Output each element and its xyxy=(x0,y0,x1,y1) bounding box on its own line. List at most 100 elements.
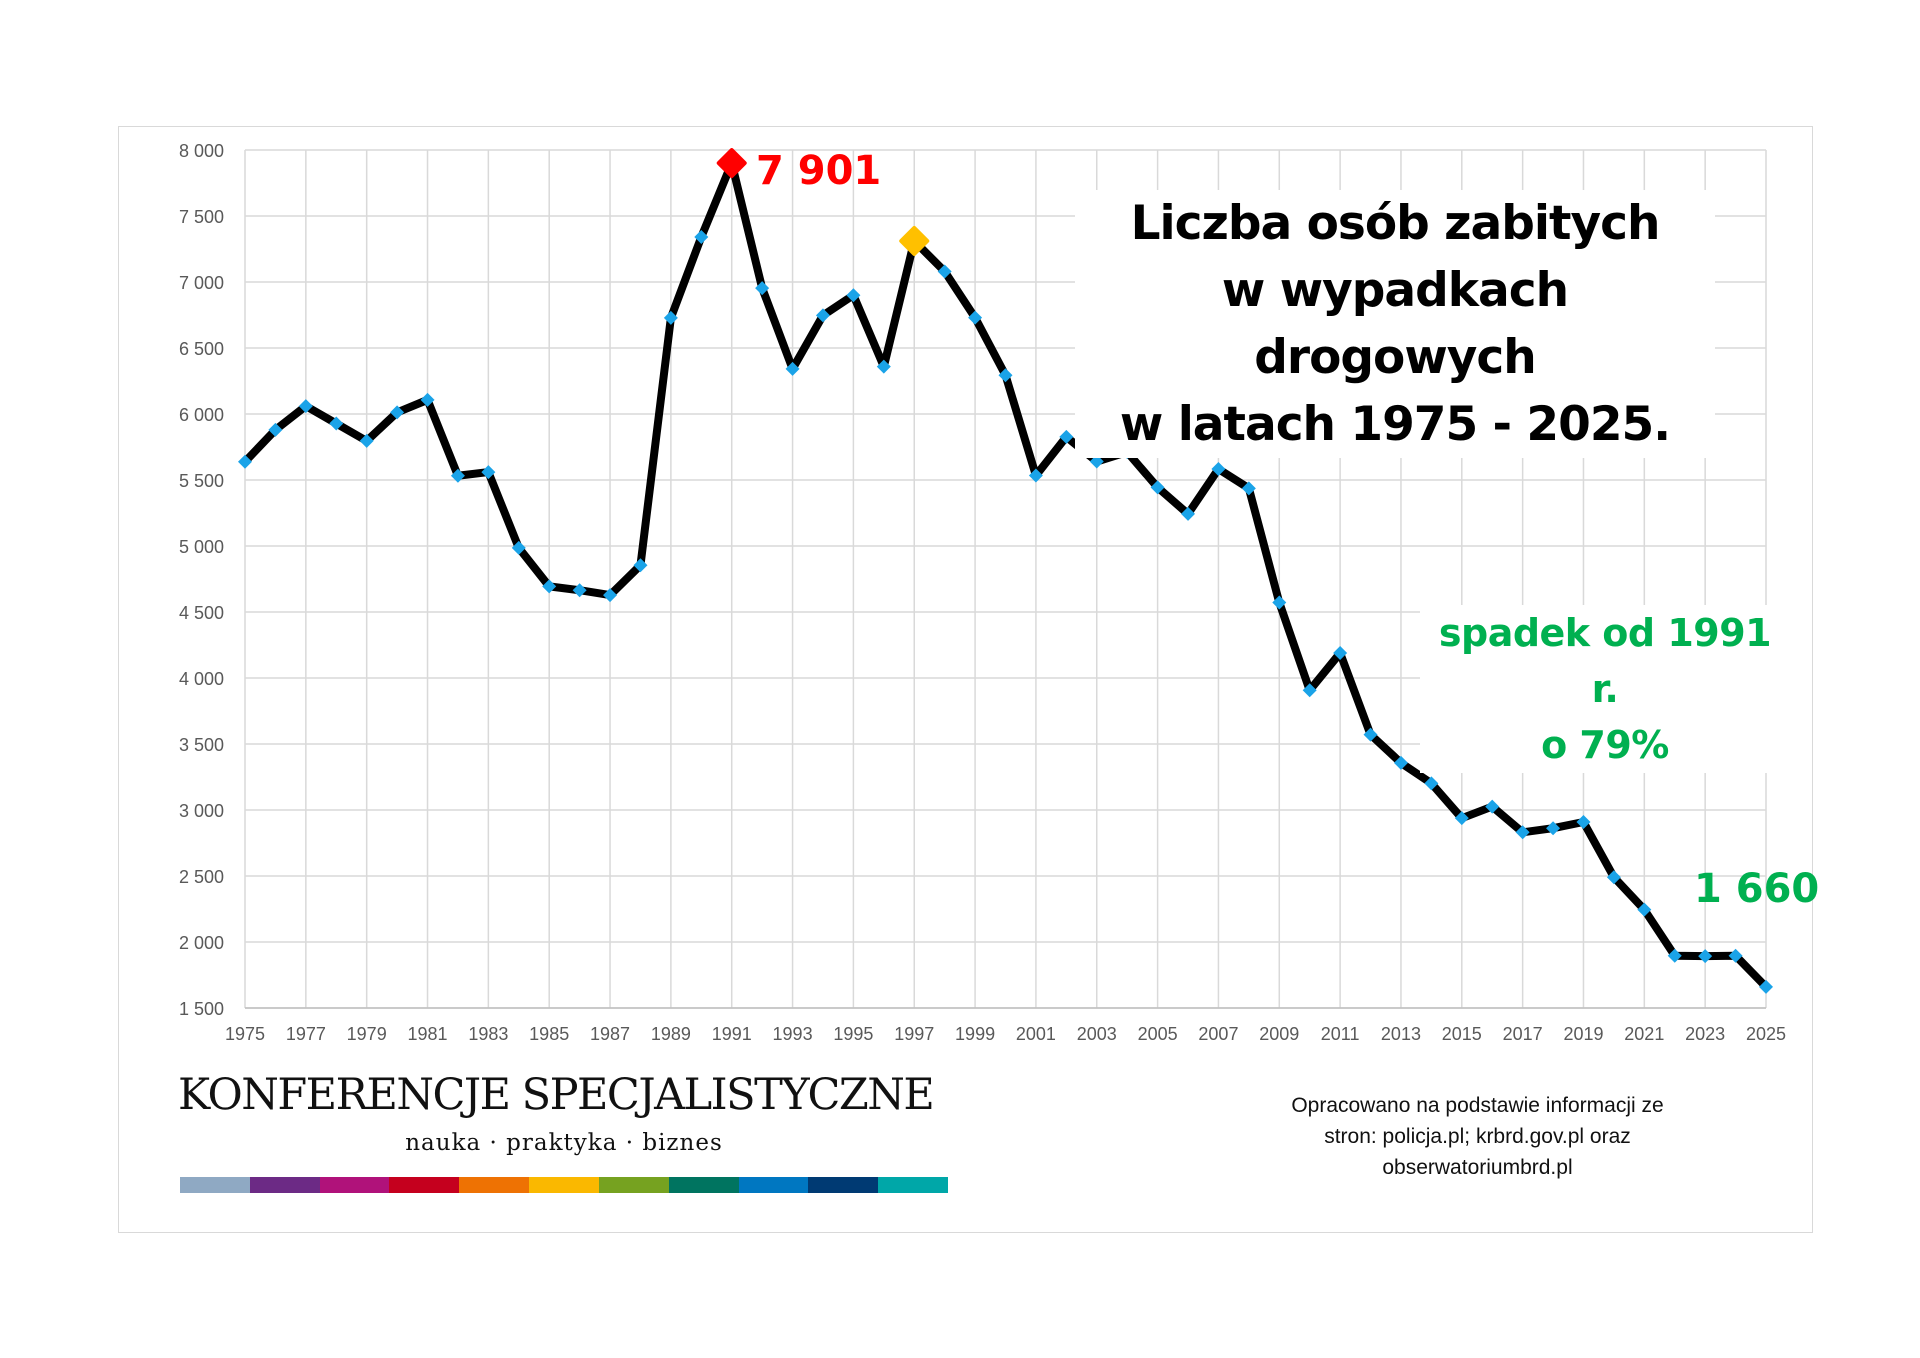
logo-bar-segment xyxy=(668,1177,739,1193)
data-point xyxy=(1606,870,1621,885)
x-tick-label: 2019 xyxy=(1563,1024,1603,1044)
x-tick-label: 1997 xyxy=(894,1024,934,1044)
data-point xyxy=(603,588,618,603)
x-tick-label: 1979 xyxy=(347,1024,387,1044)
x-tick-label: 2007 xyxy=(1198,1024,1238,1044)
logo-bar-segment xyxy=(389,1177,460,1193)
data-point xyxy=(511,540,526,555)
data-point xyxy=(1059,429,1074,444)
data-point xyxy=(1454,811,1469,826)
x-tick-label: 2021 xyxy=(1624,1024,1664,1044)
logo-bar-segment xyxy=(878,1177,948,1193)
data-point xyxy=(694,229,709,244)
x-tick-label: 2005 xyxy=(1138,1024,1178,1044)
source-line: Opracowano na podstawie informacji ze xyxy=(1291,1094,1664,1117)
logo-bar-segment xyxy=(738,1177,809,1193)
logo-bar-segment xyxy=(808,1177,879,1193)
data-point xyxy=(298,399,313,414)
data-point xyxy=(1181,506,1196,521)
highlight-point xyxy=(716,148,747,179)
logo-color-bar xyxy=(180,1177,948,1193)
y-tick-label: 4 000 xyxy=(179,669,224,689)
data-point xyxy=(1728,948,1743,963)
y-tick-label: 5 500 xyxy=(179,471,224,491)
x-tick-label: 2009 xyxy=(1259,1024,1299,1044)
data-point xyxy=(1698,949,1713,964)
data-point xyxy=(481,465,496,480)
peak-label: 7 901 xyxy=(756,148,882,194)
data-point xyxy=(937,264,952,279)
source-line: stron: policja.pl; krbrd.gov.pl oraz xyxy=(1324,1125,1631,1148)
data-point xyxy=(390,405,405,420)
x-tick-label: 1981 xyxy=(407,1024,447,1044)
title-line: Liczba osób zabitych xyxy=(1130,196,1661,251)
x-tick-label: 2017 xyxy=(1503,1024,1543,1044)
data-point xyxy=(420,392,435,407)
x-tick-label: 2011 xyxy=(1321,1024,1360,1044)
title-line: w wypadkach drogowych xyxy=(1221,263,1569,385)
x-tick-label: 1983 xyxy=(468,1024,508,1044)
x-tick-label: 1977 xyxy=(286,1024,326,1044)
logo-name: KONFERENCJE SPECJALISTYCZNE xyxy=(178,1070,935,1120)
x-tick-label: 2003 xyxy=(1077,1024,1117,1044)
data-point xyxy=(998,368,1013,383)
x-tick-label: 2023 xyxy=(1685,1024,1725,1044)
data-point xyxy=(1637,902,1652,917)
title-line: w latach 1975 - 2025. xyxy=(1119,397,1671,452)
data-point xyxy=(876,359,891,374)
y-tick-label: 1 500 xyxy=(179,999,224,1019)
data-point xyxy=(238,454,252,469)
y-tick-label: 5 000 xyxy=(179,537,224,557)
y-tick-label: 8 000 xyxy=(179,141,224,161)
data-point xyxy=(572,583,587,598)
data-point xyxy=(1576,815,1591,830)
data-point xyxy=(329,416,344,431)
x-tick-label: 1993 xyxy=(773,1024,813,1044)
data-point xyxy=(1515,825,1530,840)
y-tick-label: 7 500 xyxy=(179,207,224,227)
data-point xyxy=(968,310,983,325)
logo-bar-segment xyxy=(459,1177,530,1193)
data-point xyxy=(1241,481,1256,496)
y-tick-label: 2 000 xyxy=(179,933,224,953)
x-tick-label: 2015 xyxy=(1442,1024,1482,1044)
chart-frame xyxy=(118,126,1813,1233)
data-point xyxy=(1211,462,1226,477)
x-tick-label: 1995 xyxy=(833,1024,873,1044)
data-point xyxy=(542,579,557,594)
x-tick-label: 1985 xyxy=(529,1024,569,1044)
logo-tagline: nauka · praktyka · biznes xyxy=(405,1130,723,1156)
y-tick-label: 3 500 xyxy=(179,735,224,755)
y-tick-label: 3 000 xyxy=(179,801,224,821)
chart-title: Liczba osób zabitych w wypadkach drogowy… xyxy=(1075,190,1715,458)
logo-bar-segment xyxy=(529,1177,599,1193)
y-tick-label: 7 000 xyxy=(179,273,224,293)
data-point xyxy=(846,288,861,303)
last-value-label: 1 660 xyxy=(1694,866,1820,912)
data-point xyxy=(1667,948,1682,963)
drop-annotation: spadek od 1991 r. o 79% xyxy=(1420,605,1790,773)
data-point xyxy=(633,558,648,573)
x-tick-label: 2001 xyxy=(1016,1024,1056,1044)
data-point xyxy=(1150,480,1165,495)
logo-bar-segment xyxy=(249,1177,320,1193)
data-point xyxy=(1363,727,1378,742)
drop-line: o 79% xyxy=(1541,723,1669,767)
drop-line: spadek od 1991 r. xyxy=(1438,611,1772,711)
x-tick-label: 1999 xyxy=(955,1024,995,1044)
y-tick-label: 4 500 xyxy=(179,603,224,623)
data-point xyxy=(815,308,830,323)
data-point xyxy=(1546,821,1561,836)
x-tick-label: 1989 xyxy=(651,1024,691,1044)
logo-bar-segment xyxy=(180,1177,250,1193)
data-point xyxy=(1333,646,1348,661)
x-tick-label: 2025 xyxy=(1746,1024,1786,1044)
source-line: obserwatoriumbrd.pl xyxy=(1382,1156,1573,1179)
logo-bar-segment xyxy=(598,1177,669,1193)
data-point xyxy=(1028,468,1043,483)
data-point xyxy=(1424,776,1439,791)
data-point xyxy=(1272,595,1287,610)
x-tick-label: 1987 xyxy=(590,1024,630,1044)
data-point xyxy=(450,468,465,483)
data-point xyxy=(755,281,770,296)
